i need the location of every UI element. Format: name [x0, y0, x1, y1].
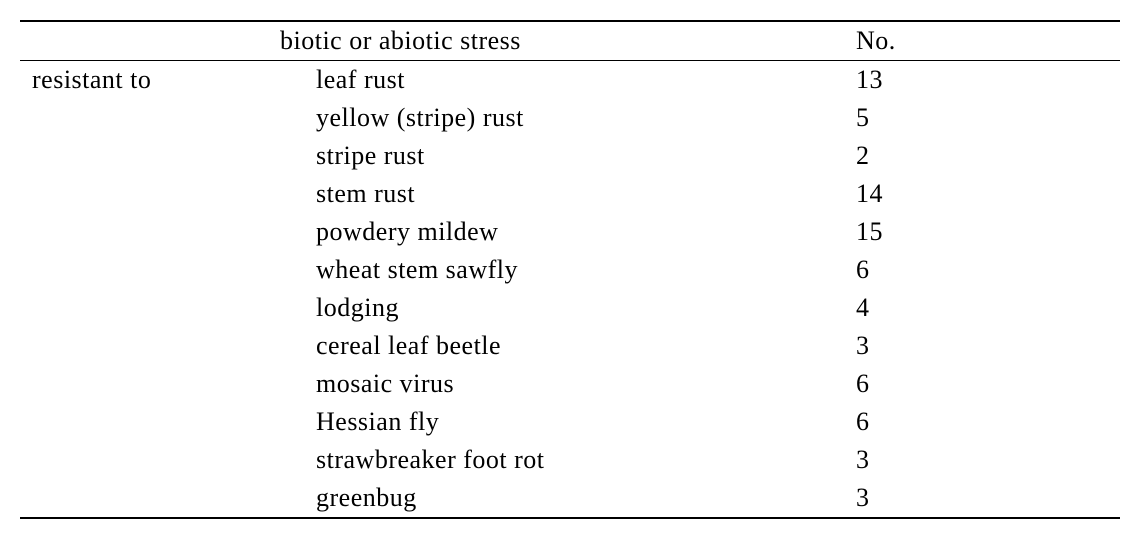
stress-cell: cereal leaf beetle	[280, 327, 840, 365]
no-cell: 14	[840, 175, 1120, 213]
table-row: wheat stem sawfly 6	[20, 251, 1120, 289]
stress-cell: stripe rust	[280, 137, 840, 175]
table-header: biotic or abiotic stress No.	[20, 21, 1120, 61]
no-cell: 6	[840, 403, 1120, 441]
category-cell-empty	[20, 365, 280, 403]
stress-resistance-table: biotic or abiotic stress No. resistant t…	[20, 20, 1120, 519]
stress-cell: Hessian fly	[280, 403, 840, 441]
table-body: resistant to leaf rust 13 yellow (stripe…	[20, 61, 1120, 519]
stress-cell: yellow (stripe) rust	[280, 99, 840, 137]
table-row: powdery mildew 15	[20, 213, 1120, 251]
table-header-row: biotic or abiotic stress No.	[20, 21, 1120, 61]
stress-cell: mosaic virus	[280, 365, 840, 403]
table-row: greenbug 3	[20, 479, 1120, 518]
stress-cell: wheat stem sawfly	[280, 251, 840, 289]
stress-cell: strawbreaker foot rot	[280, 441, 840, 479]
table-row: lodging 4	[20, 289, 1120, 327]
category-cell-empty	[20, 213, 280, 251]
table-row: stripe rust 2	[20, 137, 1120, 175]
category-cell-empty	[20, 479, 280, 518]
category-cell-empty	[20, 327, 280, 365]
no-cell: 3	[840, 327, 1120, 365]
category-cell-empty	[20, 289, 280, 327]
table-row: stem rust 14	[20, 175, 1120, 213]
category-cell: resistant to	[20, 61, 280, 100]
stress-cell: lodging	[280, 289, 840, 327]
no-cell: 6	[840, 365, 1120, 403]
category-cell-empty	[20, 175, 280, 213]
no-cell: 15	[840, 213, 1120, 251]
no-cell: 3	[840, 441, 1120, 479]
table-row: resistant to leaf rust 13	[20, 61, 1120, 100]
category-cell-empty	[20, 99, 280, 137]
no-cell: 3	[840, 479, 1120, 518]
category-cell-empty	[20, 137, 280, 175]
table-row: mosaic virus 6	[20, 365, 1120, 403]
stress-resistance-table-container: biotic or abiotic stress No. resistant t…	[20, 20, 1120, 519]
column-header-no: No.	[840, 21, 1120, 61]
category-cell-empty	[20, 251, 280, 289]
column-header-stress: biotic or abiotic stress	[280, 21, 840, 61]
no-cell: 6	[840, 251, 1120, 289]
table-row: Hessian fly 6	[20, 403, 1120, 441]
no-cell: 4	[840, 289, 1120, 327]
stress-cell: powdery mildew	[280, 213, 840, 251]
category-cell-empty	[20, 441, 280, 479]
category-cell-empty	[20, 403, 280, 441]
stress-cell: leaf rust	[280, 61, 840, 100]
stress-cell: greenbug	[280, 479, 840, 518]
table-row: cereal leaf beetle 3	[20, 327, 1120, 365]
stress-cell: stem rust	[280, 175, 840, 213]
table-row: yellow (stripe) rust 5	[20, 99, 1120, 137]
no-cell: 5	[840, 99, 1120, 137]
table-row: strawbreaker foot rot 3	[20, 441, 1120, 479]
no-cell: 13	[840, 61, 1120, 100]
column-header-category	[20, 21, 280, 61]
no-cell: 2	[840, 137, 1120, 175]
